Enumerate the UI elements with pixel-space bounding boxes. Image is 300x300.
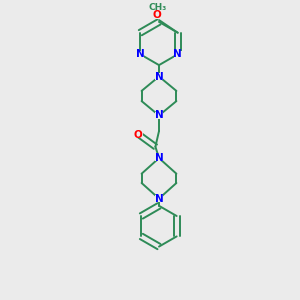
Text: O: O: [153, 10, 162, 20]
Text: N: N: [154, 194, 164, 204]
FancyBboxPatch shape: [152, 12, 163, 19]
Text: CH₃: CH₃: [148, 3, 166, 12]
FancyBboxPatch shape: [155, 155, 163, 161]
Text: N: N: [173, 49, 182, 59]
FancyBboxPatch shape: [155, 73, 163, 80]
Text: O: O: [134, 130, 143, 140]
Text: N: N: [154, 153, 164, 163]
Text: N: N: [136, 49, 145, 59]
FancyBboxPatch shape: [173, 51, 182, 58]
FancyBboxPatch shape: [136, 51, 145, 58]
Text: N: N: [154, 71, 164, 82]
FancyBboxPatch shape: [155, 112, 163, 119]
Text: N: N: [154, 110, 164, 121]
FancyBboxPatch shape: [134, 131, 142, 138]
FancyBboxPatch shape: [155, 195, 163, 202]
